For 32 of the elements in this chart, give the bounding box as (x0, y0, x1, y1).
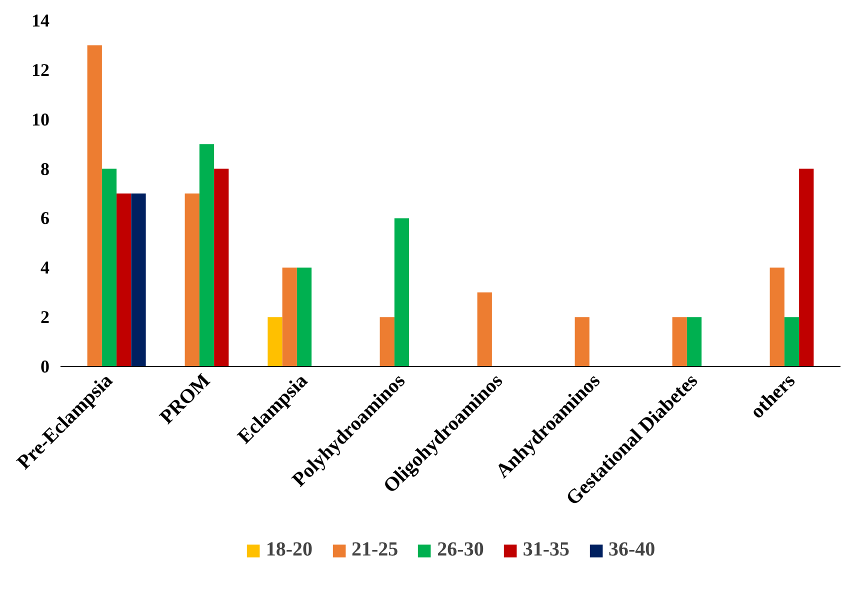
legend-label: 21-25 (351, 538, 398, 562)
legend-label: 31-35 (522, 538, 570, 562)
bar (268, 317, 282, 366)
bar (184, 194, 200, 366)
legend-label: 26-30 (437, 538, 484, 562)
bar (102, 168, 117, 366)
y-tick-label: 4 (40, 258, 50, 278)
y-tick-label: 6 (40, 208, 50, 228)
y-tick-label: 12 (32, 60, 50, 80)
y-tick-label: 14 (32, 10, 50, 30)
y-tick-label: 8 (40, 158, 50, 179)
bar (799, 168, 814, 366)
bar (672, 317, 687, 366)
bar (477, 292, 492, 366)
bar (282, 268, 297, 366)
bar (686, 317, 702, 366)
bar (199, 144, 214, 366)
bar (380, 317, 394, 366)
legend-label: 18-20 (266, 538, 312, 562)
y-tick-label: 10 (32, 109, 50, 130)
bar (116, 194, 132, 366)
bar (296, 268, 312, 366)
bar (574, 317, 590, 366)
legend-label: 36-40 (608, 538, 656, 562)
bar (394, 218, 410, 366)
bar (784, 317, 800, 366)
y-tick-label: 2 (40, 307, 50, 328)
bar (87, 45, 102, 366)
y-tick-label: 0 (40, 356, 50, 376)
bar (131, 194, 146, 366)
bar (214, 168, 229, 366)
bar (770, 268, 784, 366)
